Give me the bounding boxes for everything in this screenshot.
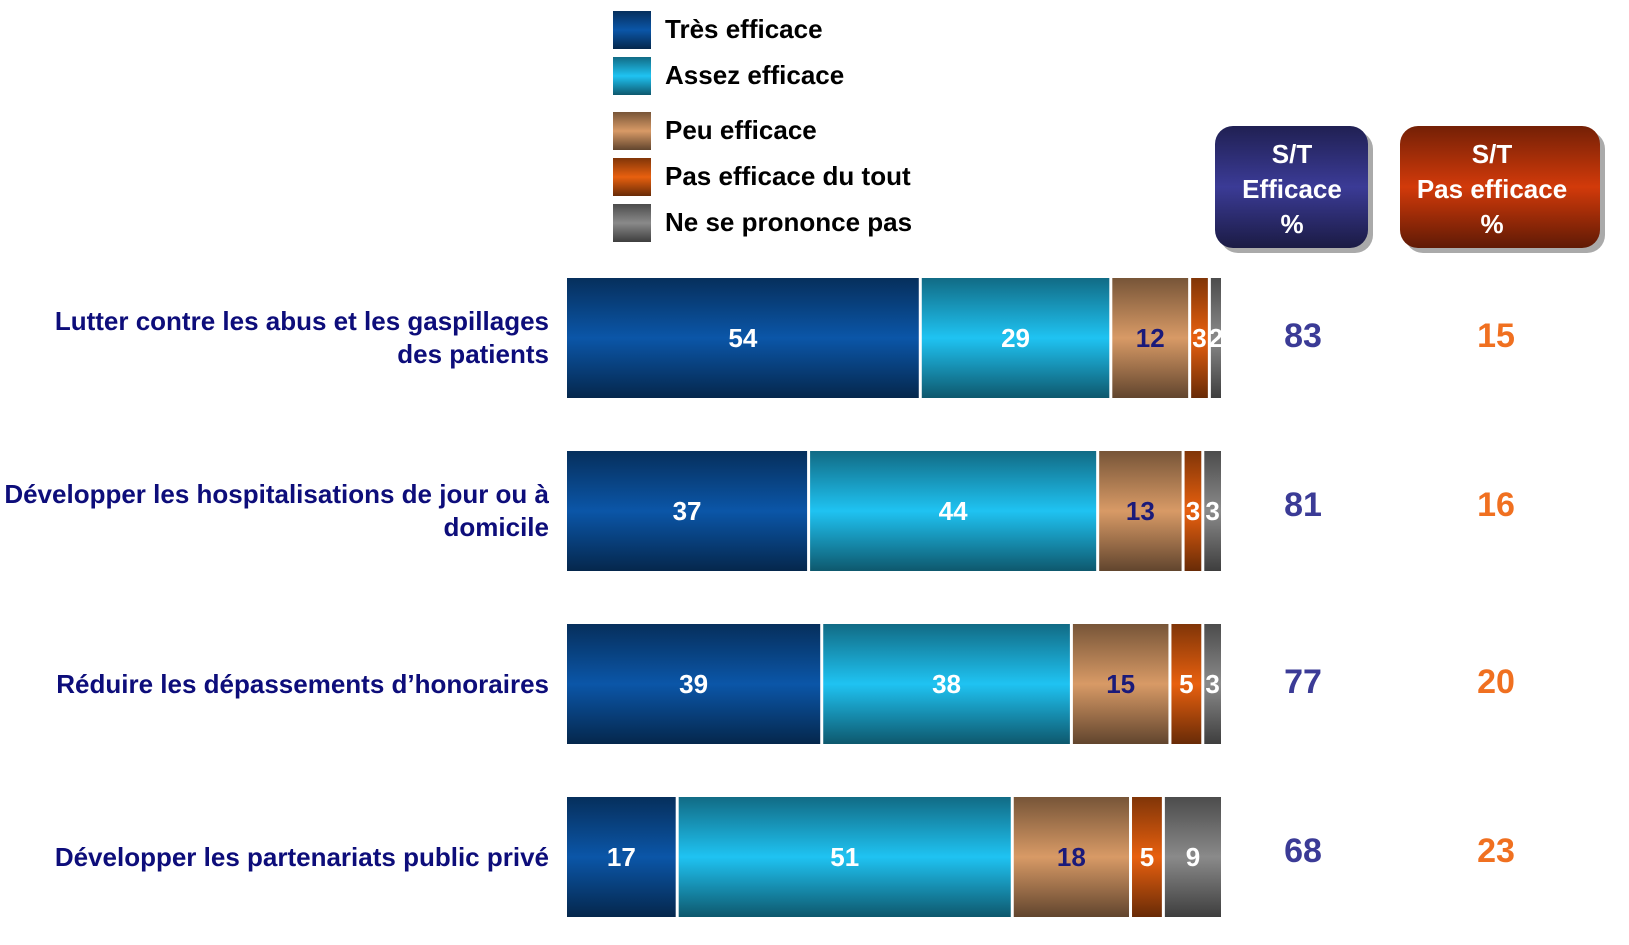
- value-label: 5: [1140, 842, 1154, 872]
- value-label: 38: [932, 669, 961, 699]
- value-label: 39: [679, 669, 708, 699]
- category-label: Développer les hospitalisations de jour …: [0, 451, 549, 571]
- legend-label: Peu efficace: [665, 115, 817, 145]
- bar-segment: [678, 797, 1011, 917]
- total-value: 16: [1477, 486, 1515, 524]
- value-label: 54: [728, 323, 757, 353]
- legend-label: Assez efficace: [665, 60, 844, 90]
- value-label: 37: [673, 496, 702, 526]
- bar-segment: [1204, 451, 1221, 571]
- legend-swatch: [613, 11, 651, 49]
- category-text: Réduire les dépassements d’honoraires: [56, 668, 549, 699]
- bar-segment: [1112, 278, 1189, 398]
- bar-segment: [1099, 451, 1182, 571]
- value-label: 15: [1106, 669, 1135, 699]
- bar-segment: [1164, 797, 1221, 917]
- header-text: Efficace: [1242, 174, 1342, 204]
- value-label: 3: [1192, 323, 1206, 353]
- header-text: %: [1480, 209, 1503, 239]
- bar-segment: [1132, 797, 1162, 917]
- value-label: 3: [1205, 496, 1219, 526]
- bar-segment: [1072, 624, 1169, 744]
- header-text: S/T: [1472, 139, 1513, 169]
- legend-label: Ne se prononce pas: [665, 207, 912, 237]
- bar-segment: [1013, 797, 1130, 917]
- bar-segment: [1210, 278, 1221, 398]
- category-label: Réduire les dépassements d’honoraires: [0, 624, 549, 744]
- value-label: 5: [1179, 669, 1193, 699]
- value-label: 18: [1057, 842, 1086, 872]
- total-value: 83: [1284, 317, 1322, 355]
- total-value: 20: [1477, 663, 1515, 701]
- total-value: 68: [1284, 832, 1322, 870]
- value-label: 2: [1209, 323, 1223, 353]
- legend-swatch: [613, 204, 651, 242]
- legend-label: Très efficace: [665, 14, 823, 44]
- legend-swatch: [613, 112, 651, 150]
- header-text: S/T: [1272, 139, 1313, 169]
- category-label: Développer les partenariats public privé: [0, 797, 549, 917]
- bar-segment: [810, 451, 1097, 571]
- bar-segment: [567, 624, 821, 744]
- value-label: 17: [607, 842, 636, 872]
- value-label: 13: [1126, 496, 1155, 526]
- category-label: Lutter contre les abus et les gaspillage…: [0, 278, 549, 398]
- value-label: 44: [939, 496, 968, 526]
- bar-segment: [1171, 624, 1202, 744]
- legend-label: Pas efficace du tout: [665, 161, 911, 191]
- bar-segment: [567, 451, 808, 571]
- value-label: 3: [1186, 496, 1200, 526]
- total-value: 15: [1477, 317, 1515, 355]
- bar-segment: [823, 624, 1070, 744]
- legend-swatch: [613, 57, 651, 95]
- bar-segment: [1184, 451, 1202, 571]
- value-label: 29: [1001, 323, 1030, 353]
- category-text: Développer les partenariats public privé: [54, 841, 549, 872]
- value-label: 12: [1136, 323, 1165, 353]
- header-text: Pas efficace: [1417, 174, 1567, 204]
- bar-segment: [567, 278, 919, 398]
- bar-segment: [567, 797, 676, 917]
- total-value: 81: [1284, 486, 1322, 524]
- value-label: 9: [1186, 842, 1200, 872]
- header-text: %: [1280, 209, 1303, 239]
- category-text: Lutter contre les abus et les gaspillage…: [54, 306, 549, 369]
- category-text: Développer les hospitalisations de jour …: [4, 479, 549, 542]
- total-value: 23: [1477, 832, 1515, 870]
- value-label: 3: [1205, 669, 1219, 699]
- bar-segment: [1204, 624, 1221, 744]
- header-box: [1215, 126, 1368, 248]
- legend-swatch: [613, 158, 651, 196]
- bar-segment: [1191, 278, 1208, 398]
- value-label: 51: [830, 842, 859, 872]
- total-value: 77: [1284, 663, 1322, 701]
- bar-segment: [921, 278, 1110, 398]
- header-box: [1400, 126, 1600, 248]
